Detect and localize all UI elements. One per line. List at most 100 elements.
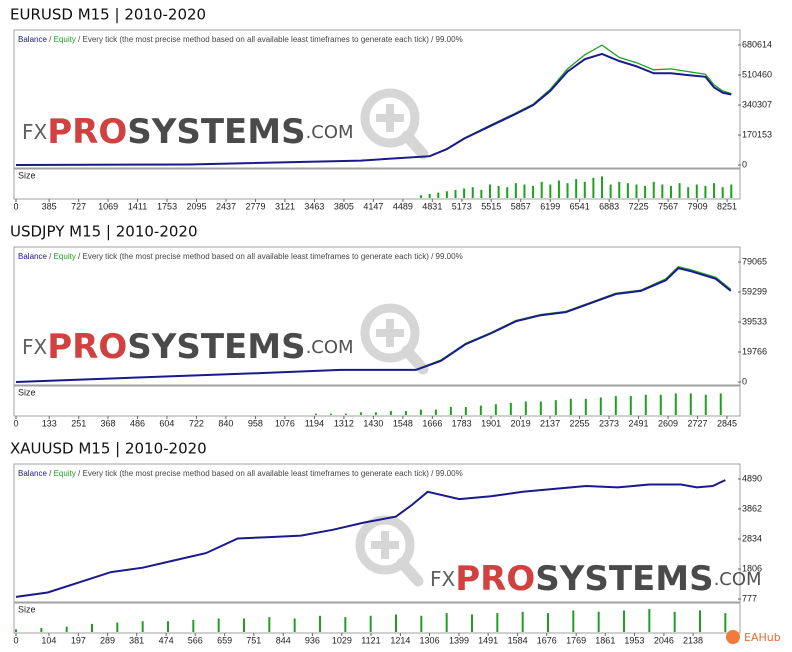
y-tick-label: 39533 [742,316,767,326]
size-bar [623,610,625,632]
x-tick-label: 722 [189,418,204,428]
size-bar [15,629,17,632]
legend-entry: Balance [18,469,47,478]
size-bar [689,393,692,415]
size-bar [549,184,552,198]
size-bar [618,181,621,198]
x-tick-label: 3121 [275,201,295,211]
size-bar [488,184,491,198]
x-tick-label: 133 [42,418,57,428]
x-tick-label: 6883 [599,201,619,211]
size-bar [678,183,681,198]
watermark-brand: PRO [47,327,127,367]
size-bar [217,618,220,632]
x-tick-label: 727 [71,201,86,211]
size-bar [719,393,722,415]
size-bar [724,613,727,632]
x-tick-label: 474 [159,635,174,645]
legend-separator: / [76,35,83,44]
size-bar [659,394,662,415]
y-tick-label: 0 [742,159,747,169]
size-bar [420,615,423,632]
watermark-brand: SYSTEMS [127,327,305,367]
legend: Balance / Equity / Every tick (the most … [18,469,463,478]
size-bar [329,413,332,415]
x-tick-label: 3805 [334,201,354,211]
size-bar [521,611,524,632]
size-bar [420,195,423,198]
x-tick-label: 6541 [570,201,590,211]
size-bar [626,183,629,198]
subtitle: Every tick (the most precise method base… [83,35,463,44]
watermark-icon [396,557,424,587]
size-label: Size [18,604,36,614]
legend-entry: Balance [18,252,47,261]
size-bar [592,177,595,198]
watermark-brand: PRO [455,559,535,599]
size-bar [673,611,676,632]
x-tick-label: 2779 [245,201,265,211]
x-tick-label: 1194 [305,418,324,428]
x-tick-label: 4147 [363,201,383,211]
size-bar [644,185,647,198]
watermark-prefix: FX [22,120,48,144]
size-bar [674,393,677,415]
x-tick-label: 1411 [128,201,147,211]
x-tick-label: 2373 [599,418,619,428]
size-bar [192,619,195,632]
watermark-icon [355,515,415,575]
watermark-suffix: .COM [306,122,354,143]
y-tick-label: 19766 [742,346,767,356]
legend: Balance / Equity / Every tick (the most … [18,252,463,261]
size-bar [554,400,557,415]
size-bar [566,183,569,198]
size-bar [428,193,431,198]
size-label: Size [18,387,36,397]
size-bar [434,409,437,415]
legend-separator: / [47,252,54,261]
size-bar [344,617,347,632]
size-bar [614,396,617,415]
x-tick-label: 844 [276,635,291,645]
x-tick-label: 1399 [449,635,469,645]
watermark: FXPROSYSTEMS.COM [22,303,429,375]
x-tick-label: 1861 [595,635,615,645]
size-bar [293,618,296,632]
y-tick-label: 3862 [742,503,762,513]
x-tick-label: 4831 [422,201,442,211]
x-tick-label: 604 [159,418,174,428]
x-tick-label: 1783 [452,418,472,428]
watermark-icon [371,541,399,549]
size-bar [496,613,499,632]
x-tick-label: 289 [100,635,115,645]
size-bar [583,181,586,198]
x-tick-label: 5515 [481,201,501,211]
x-tick-label: 3463 [304,201,324,211]
x-tick-label: 1901 [481,418,501,428]
size-bar [40,627,43,632]
size-bar [695,184,698,198]
x-tick-label: 5857 [511,201,531,211]
size-bar [509,402,512,415]
x-tick-label: 751 [246,635,261,645]
watermark-icon [360,303,420,363]
x-tick-label: 2138 [683,635,703,645]
size-bar [91,623,93,632]
badge-icon [726,630,740,644]
y-tick-label: 510460 [742,69,772,79]
x-tick-label: 958 [248,418,263,428]
watermark-text: FXPROSYSTEMS.COM [22,112,354,152]
size-bar [713,183,716,198]
size-bar [319,615,321,632]
x-tick-label: 1953 [624,635,644,645]
x-tick-label: 1769 [566,635,586,645]
size-bar [699,610,701,632]
y-tick-label: 1806 [742,563,762,573]
size-bar [374,412,377,415]
y-tick-label: 59299 [742,286,767,296]
x-tick-label: 8251 [717,201,737,211]
x-tick-label: 1584 [508,635,528,645]
x-tick-label: 2609 [658,418,678,428]
size-bar [506,187,509,198]
